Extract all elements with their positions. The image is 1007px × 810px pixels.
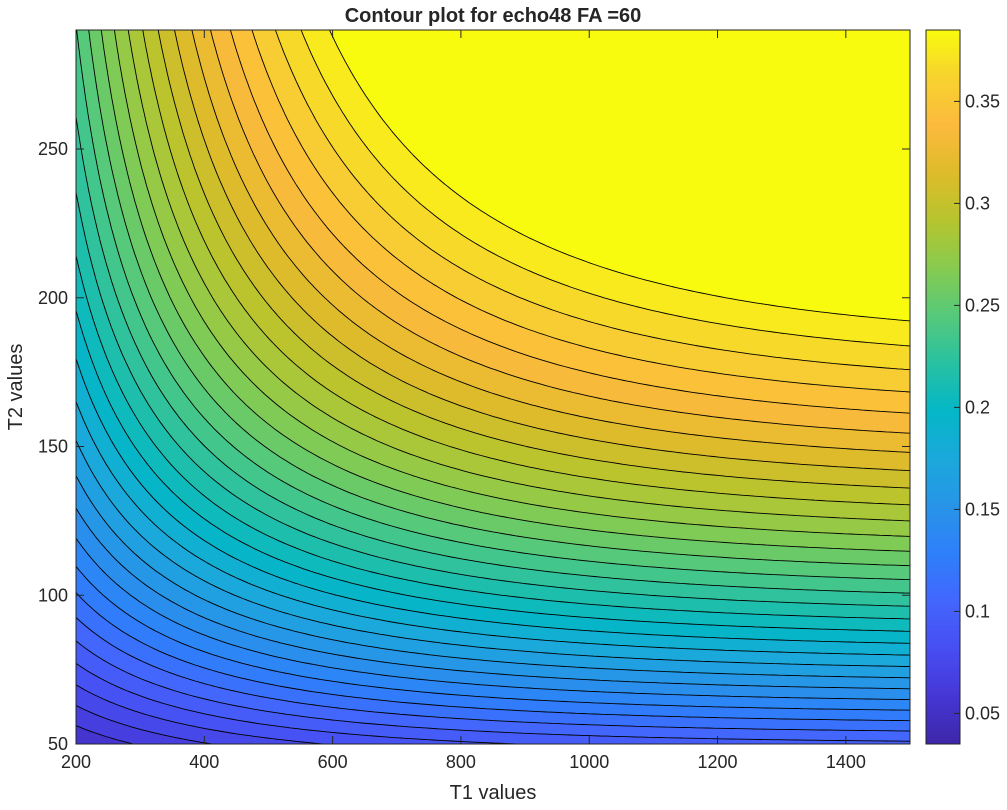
contour-line-0.16 [75,475,911,679]
contour-line-0.24 [76,29,911,581]
contour-line-0.12 [75,592,911,722]
contour-line-0.08 [75,684,324,745]
contour-line-0.27 [113,29,911,537]
contour-line-0.35 [251,29,911,393]
colorbar-ticks: 0.05 0.1 0.15 0.2 0.25 0.3 0.35 [954,91,1000,723]
contour-line-0.33 [210,29,911,434]
contour-line-0.13 [75,566,911,711]
x-tick-label: 1400 [826,752,866,772]
contour-line-0.34 [229,29,911,414]
y-tick-label: 50 [48,734,68,754]
contour-line-0.14 [75,537,911,701]
x-tick-label: 600 [318,752,348,772]
colorbar-tick-label: 0.25 [965,295,1000,315]
contour-line-0.19 [75,358,911,644]
y-tick-label: 200 [38,288,68,308]
contour-line-0.36 [274,29,911,371]
contour-line-0.1 [75,640,910,742]
contour-line-0.29 [142,29,911,506]
colorbar-tick-label: 0.35 [965,91,1000,111]
colorbar-tick-label: 0.3 [965,193,990,213]
y-tick-label: 250 [38,139,68,159]
contour-line-0.31 [174,29,911,472]
contour-fill [76,30,910,744]
colorbar-tick-label: 0.1 [965,601,990,621]
y-tick-label: 100 [38,585,68,605]
x-axis-label: T1 values [450,782,537,804]
colorbar-gradient [926,30,960,744]
colorbar: 0.05 0.1 0.15 0.2 0.25 0.3 0.35 [925,29,1000,745]
contour-line-0.26 [100,29,911,552]
contour-line-0.21 [75,255,911,620]
y-tick-label: 150 [38,437,68,457]
x-tick-label: 200 [61,752,91,772]
contour-line-0.15 [75,507,911,690]
colorbar-tick-label: 0.05 [965,703,1000,723]
colorbar-tick-label: 0.2 [965,397,990,417]
axes-box [75,29,911,745]
contour-lines [75,29,911,745]
contour-line-0.3 [157,29,911,489]
x-tick-label: 800 [446,752,476,772]
chart-title: Contour plot for echo48 FA =60 [345,5,642,27]
contour-line-0.2 [75,310,911,632]
y-axis-label: T2 values [5,344,27,431]
contour-line-0.22 [75,192,911,607]
contour-line-0.18 [75,401,911,656]
contour-line-0.28 [127,29,911,522]
x-tick-label: 400 [189,752,219,772]
y-axis: 50 100 150 200 250 [38,139,910,754]
x-tick-label: 1000 [569,752,609,772]
colorbar-tick-label: 0.15 [965,499,1000,519]
contour-line-0.32 [191,29,911,453]
contour-line-0.25 [88,29,911,567]
contour-line-0.11 [75,617,911,732]
contour-line-0.07 [75,705,212,745]
contour-line-0.38 [329,29,911,322]
colorbar-box [925,29,961,745]
contour-line-0.23 [75,116,911,594]
contour-line-0.17 [75,440,910,667]
plot-area: 200 400 600 800 1000 1200 1400 50 100 150 200 250 [38,29,911,772]
contour-line-0.37 [300,29,911,347]
x-axis: 200 400 600 800 1000 1200 1400 [61,30,866,772]
x-tick-label: 1200 [698,752,738,772]
